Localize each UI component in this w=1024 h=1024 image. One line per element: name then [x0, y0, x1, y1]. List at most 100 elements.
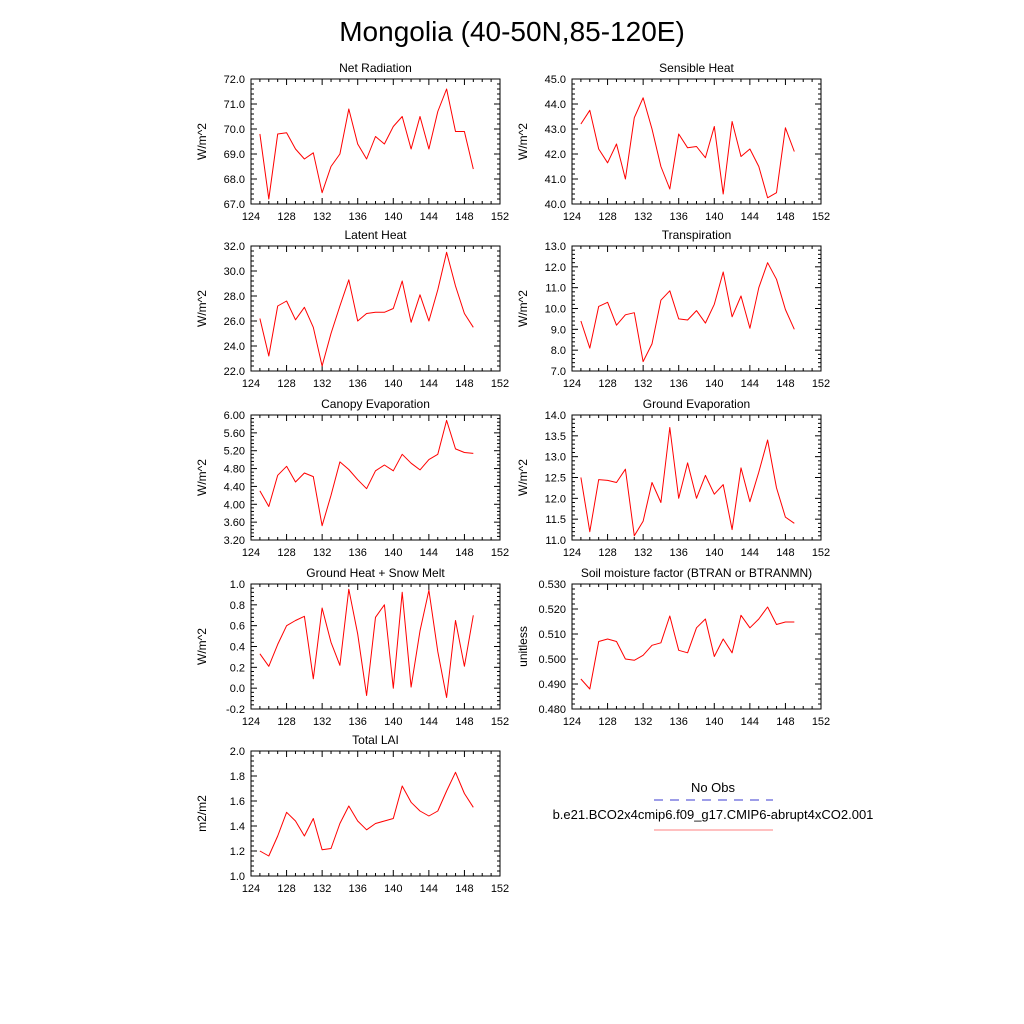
x-tick-label: 124 — [563, 211, 581, 223]
x-tick-label: 148 — [455, 883, 473, 895]
panel-title: Total LAI — [352, 733, 399, 747]
x-tick-label: 136 — [349, 378, 367, 390]
x-tick-label: 124 — [563, 716, 581, 728]
y-tick-label: 12.0 — [545, 493, 566, 505]
x-tick-label: 144 — [420, 716, 438, 728]
x-tick-label: 152 — [491, 378, 509, 390]
x-tick-label: 152 — [812, 211, 830, 223]
panel-title: Sensible Heat — [659, 61, 734, 75]
y-tick-label: 0.490 — [538, 679, 566, 691]
x-tick-label: 140 — [705, 716, 723, 728]
x-tick-label: 148 — [455, 716, 473, 728]
panel-title: Canopy Evaporation — [321, 397, 430, 411]
x-tick-label: 152 — [812, 716, 830, 728]
series-line-total-lai — [259, 771, 474, 857]
series-line-ground-heat-snow-melt — [259, 588, 474, 698]
y-tick-label: 69.0 — [224, 149, 245, 161]
y-axis-label: W/m^2 — [516, 123, 530, 160]
y-tick-label: 11.0 — [545, 535, 566, 547]
panel-transpiration: Transpiration 124 128 132 136 140 144 148 152 7.0… — [516, 228, 830, 390]
x-tick-label: 128 — [598, 378, 616, 390]
y-tick-label: 12.0 — [545, 262, 566, 274]
y-tick-label: 0.510 — [538, 629, 566, 641]
x-tick-label: 152 — [491, 211, 509, 223]
x-tick-label: 148 — [455, 378, 473, 390]
y-tick-label: 32.0 — [224, 241, 245, 253]
x-tick-label: 148 — [776, 211, 794, 223]
y-tick-label: 67.0 — [224, 199, 245, 211]
x-tick-label: 128 — [277, 547, 295, 559]
y-tick-label: 0.480 — [538, 704, 566, 716]
y-tick-label: 4.80 — [224, 464, 245, 476]
plot-frame — [571, 583, 822, 710]
y-tick-label: 71.0 — [224, 99, 245, 111]
legend-label-case: b.e21.BCO2x4cmip6.f09_g17.CMIP6-abrupt4x… — [553, 807, 874, 822]
y-tick-label: 5.60 — [224, 428, 245, 440]
x-tick-label: 148 — [455, 547, 473, 559]
legend-label-no-obs: No Obs — [691, 780, 736, 795]
y-tick-label: 0.0 — [230, 683, 245, 695]
x-tick-label: 128 — [598, 211, 616, 223]
figure-title: Mongolia (40-50N,85-120E) — [339, 16, 685, 47]
y-tick-label: 30.0 — [224, 266, 245, 278]
series-line-soil-moisture-factor-btran-or-btranmn — [580, 606, 795, 690]
x-tick-label: 128 — [277, 211, 295, 223]
y-tick-label: 72.0 — [224, 74, 245, 86]
x-tick-label: 124 — [242, 378, 260, 390]
series-line-transpiration — [580, 262, 795, 363]
panel-title: Ground Heat + Snow Melt — [306, 566, 445, 580]
y-tick-label: 8.0 — [551, 345, 566, 357]
plot-frame — [250, 78, 501, 205]
x-tick-label: 144 — [420, 883, 438, 895]
y-tick-label: 5.20 — [224, 446, 245, 458]
y-tick-label: 44.0 — [545, 99, 566, 111]
y-tick-label: 13.5 — [545, 431, 566, 443]
y-tick-label: 24.0 — [224, 341, 245, 353]
y-axis-label: unitless — [516, 626, 530, 667]
y-axis-label: W/m^2 — [516, 290, 530, 327]
y-tick-label: 22.0 — [224, 366, 245, 378]
y-axis-label: W/m^2 — [195, 123, 209, 160]
x-tick-label: 148 — [776, 716, 794, 728]
panel-title: Net Radiation — [339, 61, 412, 75]
y-tick-label: 0.4 — [230, 642, 245, 654]
x-tick-label: 132 — [313, 211, 331, 223]
x-tick-label: 136 — [349, 547, 367, 559]
panel-total-lai: Total LAI 124 128 132 136 140 144 148 152 1.0 1.2 1… — [195, 733, 509, 895]
y-tick-label: 14.0 — [545, 410, 566, 422]
x-tick-label: 132 — [634, 211, 652, 223]
x-tick-label: 128 — [277, 883, 295, 895]
y-axis-label: W/m^2 — [195, 628, 209, 665]
x-tick-label: 124 — [563, 378, 581, 390]
x-tick-label: 140 — [705, 211, 723, 223]
panel-title: Latent Heat — [344, 228, 407, 242]
x-tick-label: 132 — [313, 378, 331, 390]
x-tick-label: 148 — [776, 547, 794, 559]
x-tick-label: 136 — [670, 547, 688, 559]
y-tick-label: 1.2 — [230, 846, 245, 858]
y-tick-label: 4.40 — [224, 481, 245, 493]
series-line-ground-evaporation — [580, 427, 795, 537]
y-tick-label: 40.0 — [545, 199, 566, 211]
legend: No Obs b.e21.BCO2x4cmip6.f09_g17.CMIP6-a… — [553, 780, 874, 831]
x-tick-label: 128 — [277, 378, 295, 390]
plot-frame — [250, 414, 501, 541]
x-tick-label: 140 — [705, 547, 723, 559]
x-tick-label: 144 — [741, 211, 759, 223]
x-tick-label: 140 — [384, 211, 402, 223]
y-tick-label: 7.0 — [551, 366, 566, 378]
x-tick-label: 132 — [313, 547, 331, 559]
y-tick-label: 12.5 — [545, 473, 566, 485]
x-tick-label: 132 — [634, 378, 652, 390]
y-axis-label: m2/m2 — [195, 795, 209, 832]
x-tick-label: 128 — [598, 547, 616, 559]
y-tick-label: 1.4 — [230, 821, 245, 833]
panel-canopy-evaporation: Canopy Evaporation 124 128 132 136 140 144 148 1… — [195, 397, 509, 559]
y-axis-label: W/m^2 — [516, 459, 530, 496]
x-tick-label: 152 — [812, 378, 830, 390]
x-tick-label: 132 — [634, 716, 652, 728]
y-tick-label: 42.0 — [545, 149, 566, 161]
y-tick-label: -0.2 — [226, 704, 245, 716]
x-tick-label: 144 — [741, 378, 759, 390]
x-tick-label: 144 — [420, 378, 438, 390]
